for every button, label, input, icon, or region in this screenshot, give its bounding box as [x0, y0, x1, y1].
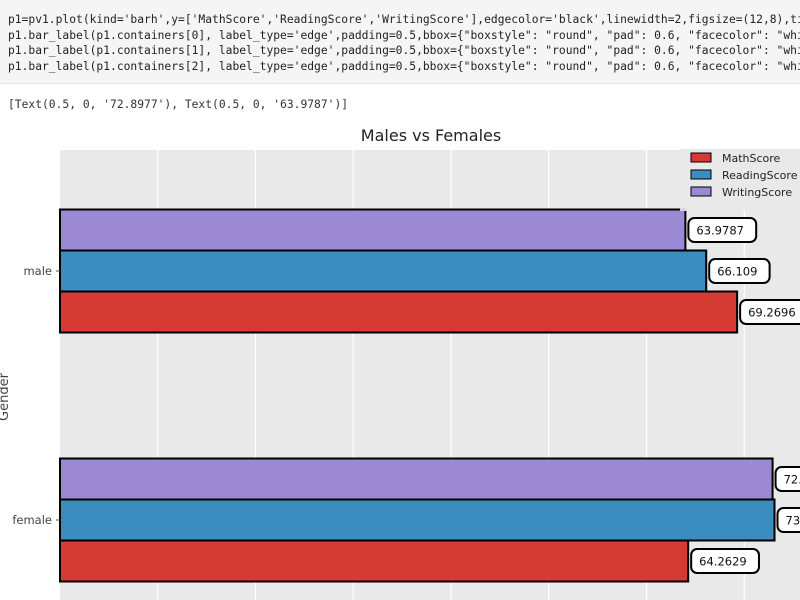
code-cell[interactable]: p1=pv1.plot(kind='barh',y=['MathScore','…: [0, 0, 800, 84]
data-label-box: [687, 217, 758, 243]
legend-label: WritingScore: [722, 186, 792, 199]
data-label: 63.9787: [696, 224, 744, 238]
data-label-box: [739, 299, 800, 325]
data-label-box: [690, 548, 760, 574]
legend-label: ReadingScore: [722, 169, 798, 182]
data-label-box: [774, 466, 800, 492]
code-line: p1.bar_label(p1.containers[2], label_typ…: [8, 59, 800, 73]
code-line: p1.bar_label(p1.containers[0], label_typ…: [8, 28, 800, 42]
data-label: 64.2629: [699, 555, 747, 569]
legend-label: MathScore: [722, 152, 781, 165]
legend-swatch: [690, 169, 712, 180]
bar-writingscore-male: [59, 208, 687, 252]
code-line: p1.bar_label(p1.containers[1], label_typ…: [8, 44, 800, 57]
data-label-box: [776, 507, 800, 533]
chart-title: Males vs Females: [361, 126, 501, 145]
data-label: 69.2696: [748, 306, 796, 320]
bar-mathscore-male: [59, 290, 739, 334]
data-label: 72.89: [784, 473, 800, 487]
y-axis-label: Gender: [0, 372, 12, 421]
data-label-box: [708, 258, 771, 284]
code-line: p1=pv1.plot(kind='barh',y=['MathScore','…: [8, 13, 800, 26]
bar-readingscore-female: [59, 498, 776, 542]
y-axis: male female: [12, 264, 60, 527]
data-label: 73.09: [786, 514, 800, 528]
cell-output-text: [Text(0.5, 0, '72.8977'), Text(0.5, 0, '…: [8, 98, 349, 111]
legend-swatch: [690, 152, 712, 163]
bar-mathscore-female: [59, 539, 690, 583]
legend: MathScore ReadingScore WritingScore: [680, 149, 800, 211]
bar-readingscore-male: [59, 249, 708, 293]
data-labels: 63.9787 66.109 69.2696 72.89 73.09 64.2629: [687, 217, 800, 574]
bar-chart: Males vs Females 63.9787 66.109 69.2696 72.…: [0, 126, 800, 600]
y-tick-label: male: [23, 264, 52, 278]
bars: [59, 208, 776, 583]
legend-swatch: [690, 186, 712, 197]
data-label: 66.109: [717, 265, 757, 279]
y-tick-label: female: [12, 513, 52, 527]
bar-writingscore-female: [59, 457, 774, 501]
